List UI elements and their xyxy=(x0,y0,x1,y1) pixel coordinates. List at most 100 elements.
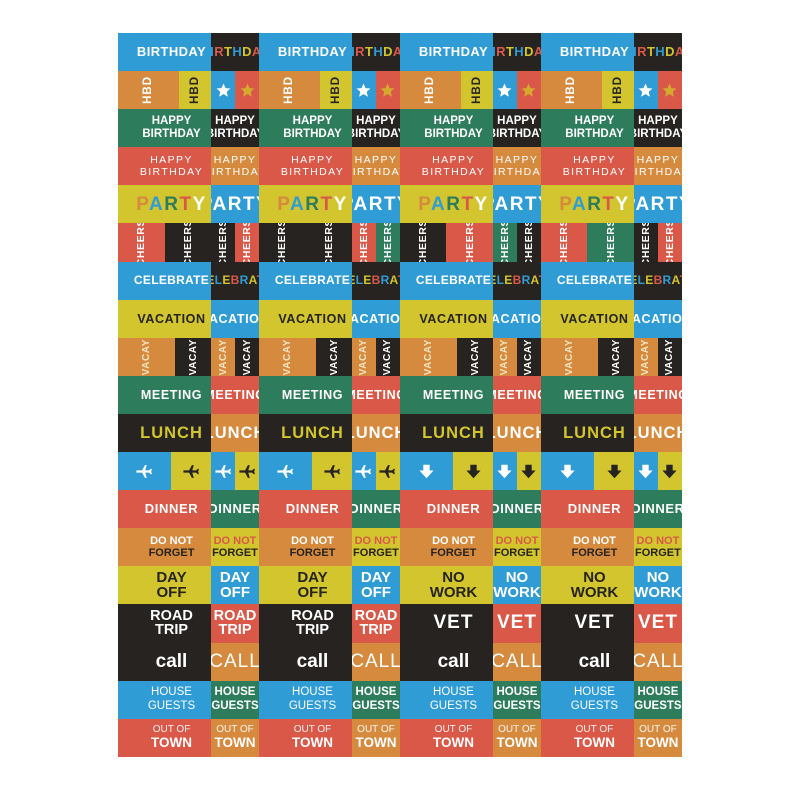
sticker-plane-pair xyxy=(211,452,259,491)
sticker-row-vacation: VACATION VACATION VACATION VACATION VACATION… xyxy=(118,299,682,338)
sticker-label: PARTY xyxy=(559,193,630,215)
sticker-label: BIRTHDAY xyxy=(136,43,207,59)
sticker-hbd-pair: HBD HBD xyxy=(258,71,352,110)
sticker-party: PARTY xyxy=(492,185,541,224)
sticker-label: DINNER xyxy=(426,500,481,516)
sticker-label: MEETING xyxy=(211,387,259,402)
sticker-label: MEETING xyxy=(634,387,682,402)
sticker-label: HOUSE xyxy=(151,686,192,699)
sticker-out-of-town: OUT OF TOWN xyxy=(540,718,634,757)
star-icon xyxy=(379,82,396,99)
sticker-half: VACAY xyxy=(118,337,176,376)
sticker-half xyxy=(258,452,313,491)
sticker-meeting: MEETING xyxy=(633,375,682,414)
sticker-vacay-pair: VACAY VACAY xyxy=(118,337,211,376)
sticker-row-birthday: BIRTHDAYBIRTHDAYBIRTHDAYBIRTHDAYBIRTHDAY… xyxy=(118,33,682,72)
sticker-hbd-pair: HBD HBD xyxy=(399,71,493,110)
down-arrow-icon xyxy=(465,463,482,480)
sticker-call: CALL xyxy=(211,642,259,681)
sticker-label: VACATION xyxy=(633,311,682,326)
sticker-star-pair xyxy=(351,71,400,110)
sticker-label: VACAY xyxy=(640,338,652,375)
sticker-label: HAPPY xyxy=(636,154,680,167)
sticker-label: PARTY xyxy=(352,193,400,215)
sticker-label: BIRTHDAY xyxy=(559,43,630,59)
sticker-label: FORGET xyxy=(289,547,336,560)
sticker-do-not-forget: DO NOT FORGET xyxy=(258,528,352,567)
sticker-half xyxy=(235,452,259,491)
sticker-label: MEETING xyxy=(140,387,203,402)
sticker-label: LUNCH xyxy=(281,423,344,442)
sticker-vacay-pair: VACAY VACAY xyxy=(211,337,259,376)
sticker-dinner: DINNER xyxy=(118,490,211,529)
sticker-label: VACAY xyxy=(187,338,199,375)
sticker-label: CHEERS xyxy=(463,223,476,262)
sticker-hbd-pair: HBD HBD xyxy=(118,71,211,110)
sticker-party-multicolor: PARTY xyxy=(258,185,352,224)
sticker-meeting: MEETING xyxy=(351,375,400,414)
sticker-half xyxy=(540,452,595,491)
sticker-label: PARTY xyxy=(277,193,348,215)
sticker-down-arrow-pair xyxy=(633,452,682,491)
sticker-half xyxy=(516,71,541,110)
sticker-label: call xyxy=(155,650,188,672)
sticker-label: OUT OF xyxy=(152,724,191,736)
sticker-dinner: DINNER xyxy=(633,490,682,529)
sticker-vacay-pair: VACAY VACAY xyxy=(492,337,541,376)
sticker-half xyxy=(516,452,541,491)
plane-icon xyxy=(183,463,200,480)
sticker-half: CHEERS xyxy=(587,223,634,262)
sticker-row-hbd-stars: HBD HBD HBD HBD HBD HBD HBD HBD xyxy=(118,71,682,110)
sticker-label: VACAY xyxy=(469,338,481,375)
sticker-lunch: LUNCH xyxy=(492,413,541,453)
sticker-half xyxy=(399,452,454,491)
sticker-label: TOWN xyxy=(496,734,538,750)
sticker-row-day-off: DAY OFF DAY OFF DAY OFF DAY OFF NO WORK NO WORK NO WO… xyxy=(118,566,682,605)
sticker-label: LUNCH xyxy=(211,423,259,442)
sticker-label: FORGET xyxy=(353,547,399,560)
sticker-meeting: MEETING xyxy=(258,375,352,414)
sticker-half: VACAY xyxy=(492,337,517,376)
sticker-sheet: BIRTHDAYBIRTHDAYBIRTHDAYBIRTHDAYBIRTHDAY… xyxy=(118,33,682,757)
sticker-call: CALL xyxy=(351,642,400,681)
sticker-half xyxy=(633,452,658,491)
sticker-label: PARTY xyxy=(493,193,541,215)
sticker-label: CHEERS xyxy=(135,223,148,262)
sticker-label: GUESTS xyxy=(147,699,196,712)
sticker-half: HBD xyxy=(399,71,461,110)
sticker-dinner: DINNER xyxy=(492,490,541,529)
sticker-label: FORGET xyxy=(148,547,195,560)
sticker-celebrate-multicolor: CELEBRATE xyxy=(492,261,541,300)
sticker-label: HBD xyxy=(142,76,155,105)
sticker-half xyxy=(211,452,235,491)
sticker-half xyxy=(657,452,682,491)
sticker-row-do-not-forget: DO NOT FORGET DO NOT FORGET DO NOT FORGET DO N… xyxy=(118,528,682,567)
sticker-label: HBD xyxy=(283,76,296,105)
sticker-do-not-forget: DO NOT FORGET xyxy=(118,528,211,567)
sticker-vacation: VACATION xyxy=(540,299,634,338)
sticker-label: ROAD xyxy=(150,608,193,625)
sticker-label: TOWN xyxy=(151,734,192,750)
sticker-label: DO NOT xyxy=(432,534,475,547)
sticker-star-pair xyxy=(492,71,541,110)
sticker-half: VACAY xyxy=(316,337,352,376)
sticker-label: FORGET xyxy=(430,547,477,560)
sticker-label: CHEERS xyxy=(522,223,535,262)
sticker-lunch: LUNCH xyxy=(540,413,634,453)
sticker-label: BIRTHDAY xyxy=(280,166,345,179)
sticker-label: LUNCH xyxy=(563,423,626,442)
sticker-label: WORK xyxy=(493,584,541,602)
sticker-label: HOUSE xyxy=(433,686,474,699)
sticker-cheers-pair: CHEERS CHEERS xyxy=(118,223,211,262)
sticker-celebrate: CELEBRATE xyxy=(118,261,211,300)
sticker-label: GUESTS xyxy=(429,699,478,712)
star-icon xyxy=(496,82,513,99)
sticker-half xyxy=(375,71,400,110)
sticker-birthday: BIRTHDAY xyxy=(540,33,634,72)
sticker-cheers-pair: CHEERS CHEERS xyxy=(351,223,400,262)
sticker-row-road-trip: ROAD TRIP ROAD TRIP ROAD TRIP ROAD TRIP VET VET VE… xyxy=(118,604,682,643)
